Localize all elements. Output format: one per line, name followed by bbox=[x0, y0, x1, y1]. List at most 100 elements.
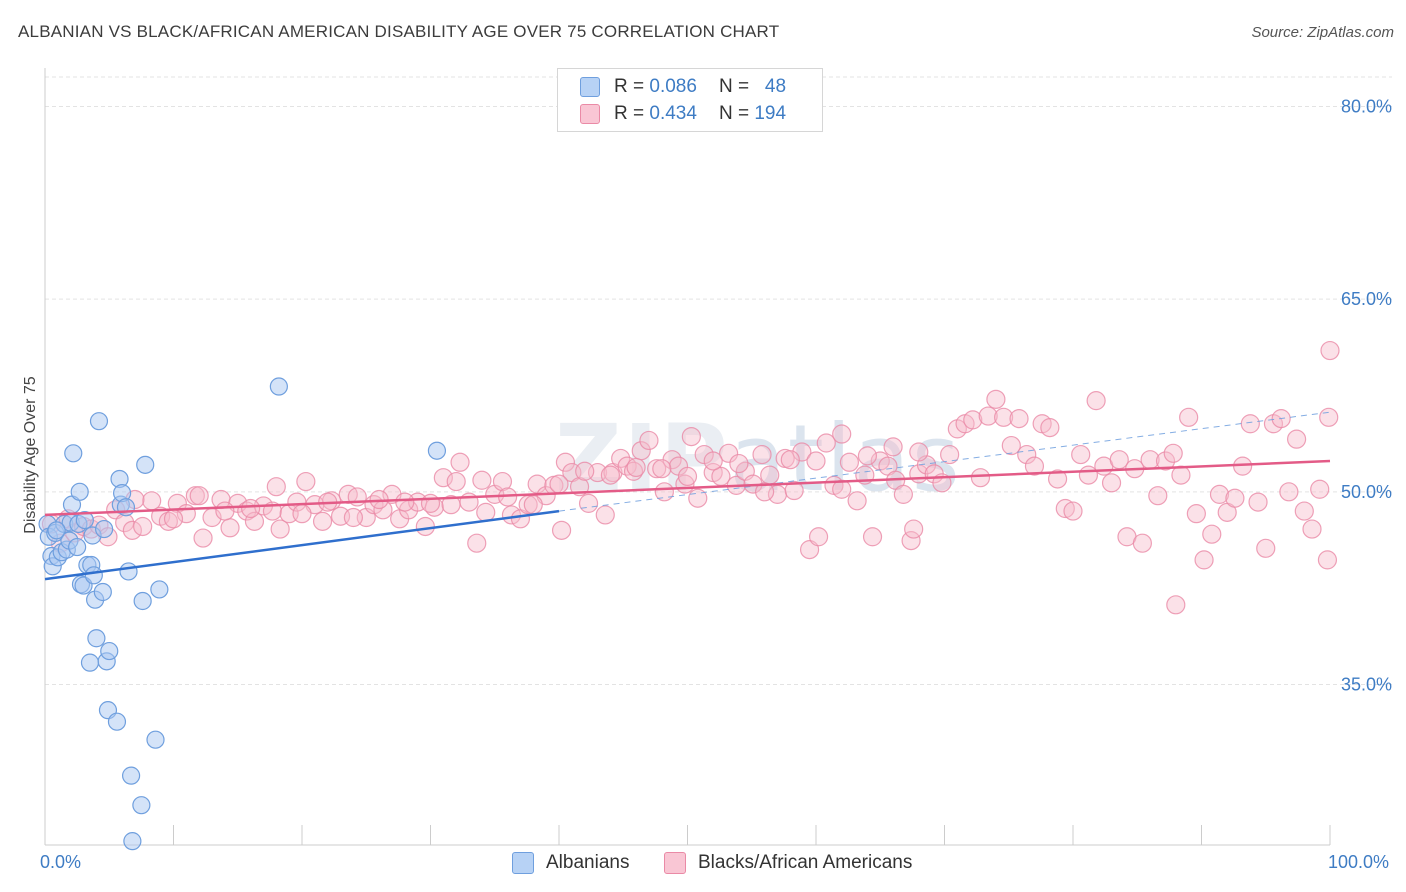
data-point-black bbox=[1279, 482, 1299, 502]
n-label: N = bbox=[718, 76, 750, 97]
data-point-black bbox=[1302, 519, 1322, 539]
albanians-swatch bbox=[580, 77, 600, 97]
x-axis-max-label: 100.0% bbox=[1328, 852, 1390, 872]
data-point-black bbox=[415, 516, 435, 537]
data-point-black bbox=[904, 519, 924, 539]
n-label: N = bbox=[718, 103, 750, 124]
data-point-black bbox=[215, 501, 235, 521]
data-point-black bbox=[688, 488, 708, 508]
data-point-black bbox=[1171, 465, 1191, 485]
data-point-black bbox=[940, 444, 960, 465]
data-point-black bbox=[220, 518, 240, 538]
data-point-black bbox=[549, 474, 569, 494]
data-point-black bbox=[555, 452, 576, 472]
data-point-black bbox=[963, 410, 983, 430]
data-point-black bbox=[806, 451, 826, 471]
data-point-albanian bbox=[116, 498, 136, 517]
data-point-black bbox=[901, 531, 921, 551]
black-trend-line bbox=[44, 459, 1331, 517]
stats-row-albanians: R = 0.086 N = 48 bbox=[580, 74, 786, 100]
data-point-albanian bbox=[136, 455, 155, 474]
data-point-albanian bbox=[95, 519, 114, 539]
y-tick-label: 65.0% bbox=[1341, 289, 1392, 309]
data-point-black bbox=[575, 461, 595, 481]
data-point-black bbox=[832, 424, 852, 444]
data-point-black bbox=[1040, 418, 1060, 438]
data-point-black bbox=[986, 389, 1006, 409]
data-point-black bbox=[611, 448, 631, 469]
data-point-albanian bbox=[150, 580, 169, 599]
data-point-black bbox=[578, 493, 599, 513]
data-point-black bbox=[893, 484, 913, 504]
legend-item-black[interactable]: Blacks/African Americans bbox=[664, 852, 912, 874]
data-point-black bbox=[312, 511, 333, 531]
series-black-african-americans bbox=[41, 340, 1340, 615]
data-point-black bbox=[1248, 492, 1268, 512]
r-label: R = bbox=[614, 103, 645, 124]
data-point-black bbox=[808, 527, 829, 547]
data-point-albanian bbox=[132, 796, 151, 815]
stats-row-black: R = 0.434 N = 194 bbox=[580, 101, 786, 127]
data-point-black bbox=[476, 502, 496, 522]
data-point-albanian bbox=[119, 562, 138, 581]
axes bbox=[44, 68, 1331, 846]
data-point-black bbox=[492, 471, 513, 492]
black-swatch bbox=[580, 104, 600, 124]
legend-label-black: Blacks/African Americans bbox=[698, 852, 913, 873]
trend-lines bbox=[44, 411, 1331, 581]
data-point-black bbox=[1320, 340, 1340, 361]
data-point-black bbox=[296, 471, 316, 492]
data-point-black bbox=[446, 471, 466, 492]
data-point-albanian bbox=[93, 582, 112, 602]
data-point-black bbox=[1202, 524, 1222, 544]
data-point-black bbox=[1001, 435, 1021, 456]
data-point-black bbox=[647, 459, 667, 479]
data-point-black bbox=[1071, 444, 1091, 465]
series-legend: Albanians Blacks/African Americans bbox=[0, 852, 1406, 878]
data-point-black bbox=[1179, 407, 1199, 427]
data-point-black bbox=[857, 446, 878, 466]
data-point-black bbox=[784, 480, 804, 501]
data-point-black bbox=[343, 507, 363, 528]
chart-source: Source: ZipAtlas.com bbox=[1251, 24, 1394, 41]
y-tick-label: 35.0% bbox=[1341, 674, 1392, 694]
data-point-black bbox=[654, 482, 674, 502]
data-point-black bbox=[978, 406, 998, 426]
r-label: R = bbox=[614, 76, 645, 97]
data-point-albanian bbox=[100, 641, 119, 661]
data-point-black bbox=[1166, 595, 1186, 615]
data-point-black bbox=[420, 493, 441, 513]
data-point-black bbox=[792, 442, 812, 462]
data-point-black bbox=[1294, 501, 1314, 521]
data-point-albanian bbox=[64, 444, 83, 463]
data-point-black bbox=[551, 520, 572, 540]
data-point-black bbox=[1086, 391, 1106, 411]
data-point-black bbox=[163, 509, 184, 529]
data-point-black bbox=[158, 511, 178, 531]
data-point-black bbox=[1063, 501, 1083, 521]
data-point-black bbox=[1225, 488, 1245, 508]
data-point-black bbox=[719, 443, 739, 463]
watermark-atlas: atlas bbox=[729, 405, 962, 512]
data-point-black bbox=[472, 470, 492, 490]
legend-item-albanians[interactable]: Albanians bbox=[512, 852, 629, 874]
data-point-black bbox=[1009, 409, 1029, 429]
n-value: 48 bbox=[764, 76, 787, 97]
y-tick-label: 80.0% bbox=[1341, 97, 1392, 117]
data-point-black bbox=[1310, 479, 1330, 499]
data-point-black bbox=[133, 516, 153, 537]
data-point-black bbox=[467, 533, 487, 553]
y-tick-label: 50.0% bbox=[1341, 482, 1392, 502]
data-point-black bbox=[1194, 550, 1214, 570]
data-point-black bbox=[1317, 550, 1338, 570]
data-point-albanian bbox=[80, 653, 100, 672]
data-point-albanian bbox=[146, 730, 165, 749]
data-point-black bbox=[1186, 504, 1206, 524]
data-point-black bbox=[752, 444, 772, 465]
data-point-black bbox=[1286, 429, 1307, 449]
data-point-black bbox=[970, 468, 991, 488]
data-point-black bbox=[1047, 469, 1068, 489]
data-point-black bbox=[189, 486, 209, 506]
data-point-black bbox=[883, 437, 903, 457]
